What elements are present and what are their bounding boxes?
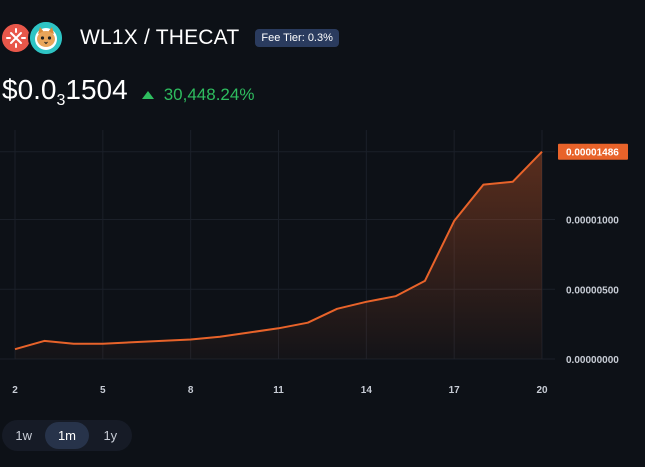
x-tick-label: 11 xyxy=(273,385,284,396)
x-tick-label: 14 xyxy=(361,385,373,396)
price-chart-svg[interactable]: 0.00000000 0.00000500 0.00001000 0.00001486… xyxy=(0,130,645,410)
pair-title: WL1X / THECAT xyxy=(80,26,240,49)
y-tick-label: 0.00001000 xyxy=(566,216,619,227)
fee-tier-badge: Fee Tier: 0.3% xyxy=(255,29,339,47)
tab-1m[interactable]: 1m xyxy=(45,422,89,449)
price-prefix: $0.0 xyxy=(2,74,57,105)
x-tick-label: 8 xyxy=(188,385,194,396)
timeframe-selector: 1w 1m 1y xyxy=(2,420,132,451)
y-tick-label: 0.00000500 xyxy=(566,285,619,296)
up-arrow-icon xyxy=(141,91,154,99)
y-tick-label: 0.00000000 xyxy=(566,355,619,366)
current-value-label: 0.00001486 xyxy=(566,148,619,159)
current-price: $0.031504 xyxy=(2,74,128,110)
price-change: 30,448.24% xyxy=(141,85,255,105)
tab-1w[interactable]: 1w xyxy=(15,428,32,443)
price-area xyxy=(15,151,542,359)
token-logos xyxy=(0,20,70,56)
x-tick-label: 20 xyxy=(536,385,548,396)
current-value-tag xyxy=(558,143,628,160)
price-zero-count: 3 xyxy=(56,92,66,109)
thecat-logo-icon xyxy=(28,20,64,56)
x-tick-label: 2 xyxy=(12,385,18,396)
x-tick-label: 5 xyxy=(100,385,106,396)
wl1x-logo-icon xyxy=(0,22,32,54)
x-tick-label: 17 xyxy=(449,385,461,396)
price-chart[interactable]: 0.00000000 0.00000500 0.00001000 0.00001486… xyxy=(0,130,645,410)
tab-1y[interactable]: 1y xyxy=(103,428,118,443)
price-digits: 1504 xyxy=(65,74,128,105)
price-change-value: 30,448.24% xyxy=(163,85,255,104)
pair-header: WL1X / THECAT Fee Tier: 0.3% xyxy=(0,18,339,58)
price-line xyxy=(14,151,543,351)
price-row: $0.031504 30,448.24% xyxy=(2,74,254,110)
